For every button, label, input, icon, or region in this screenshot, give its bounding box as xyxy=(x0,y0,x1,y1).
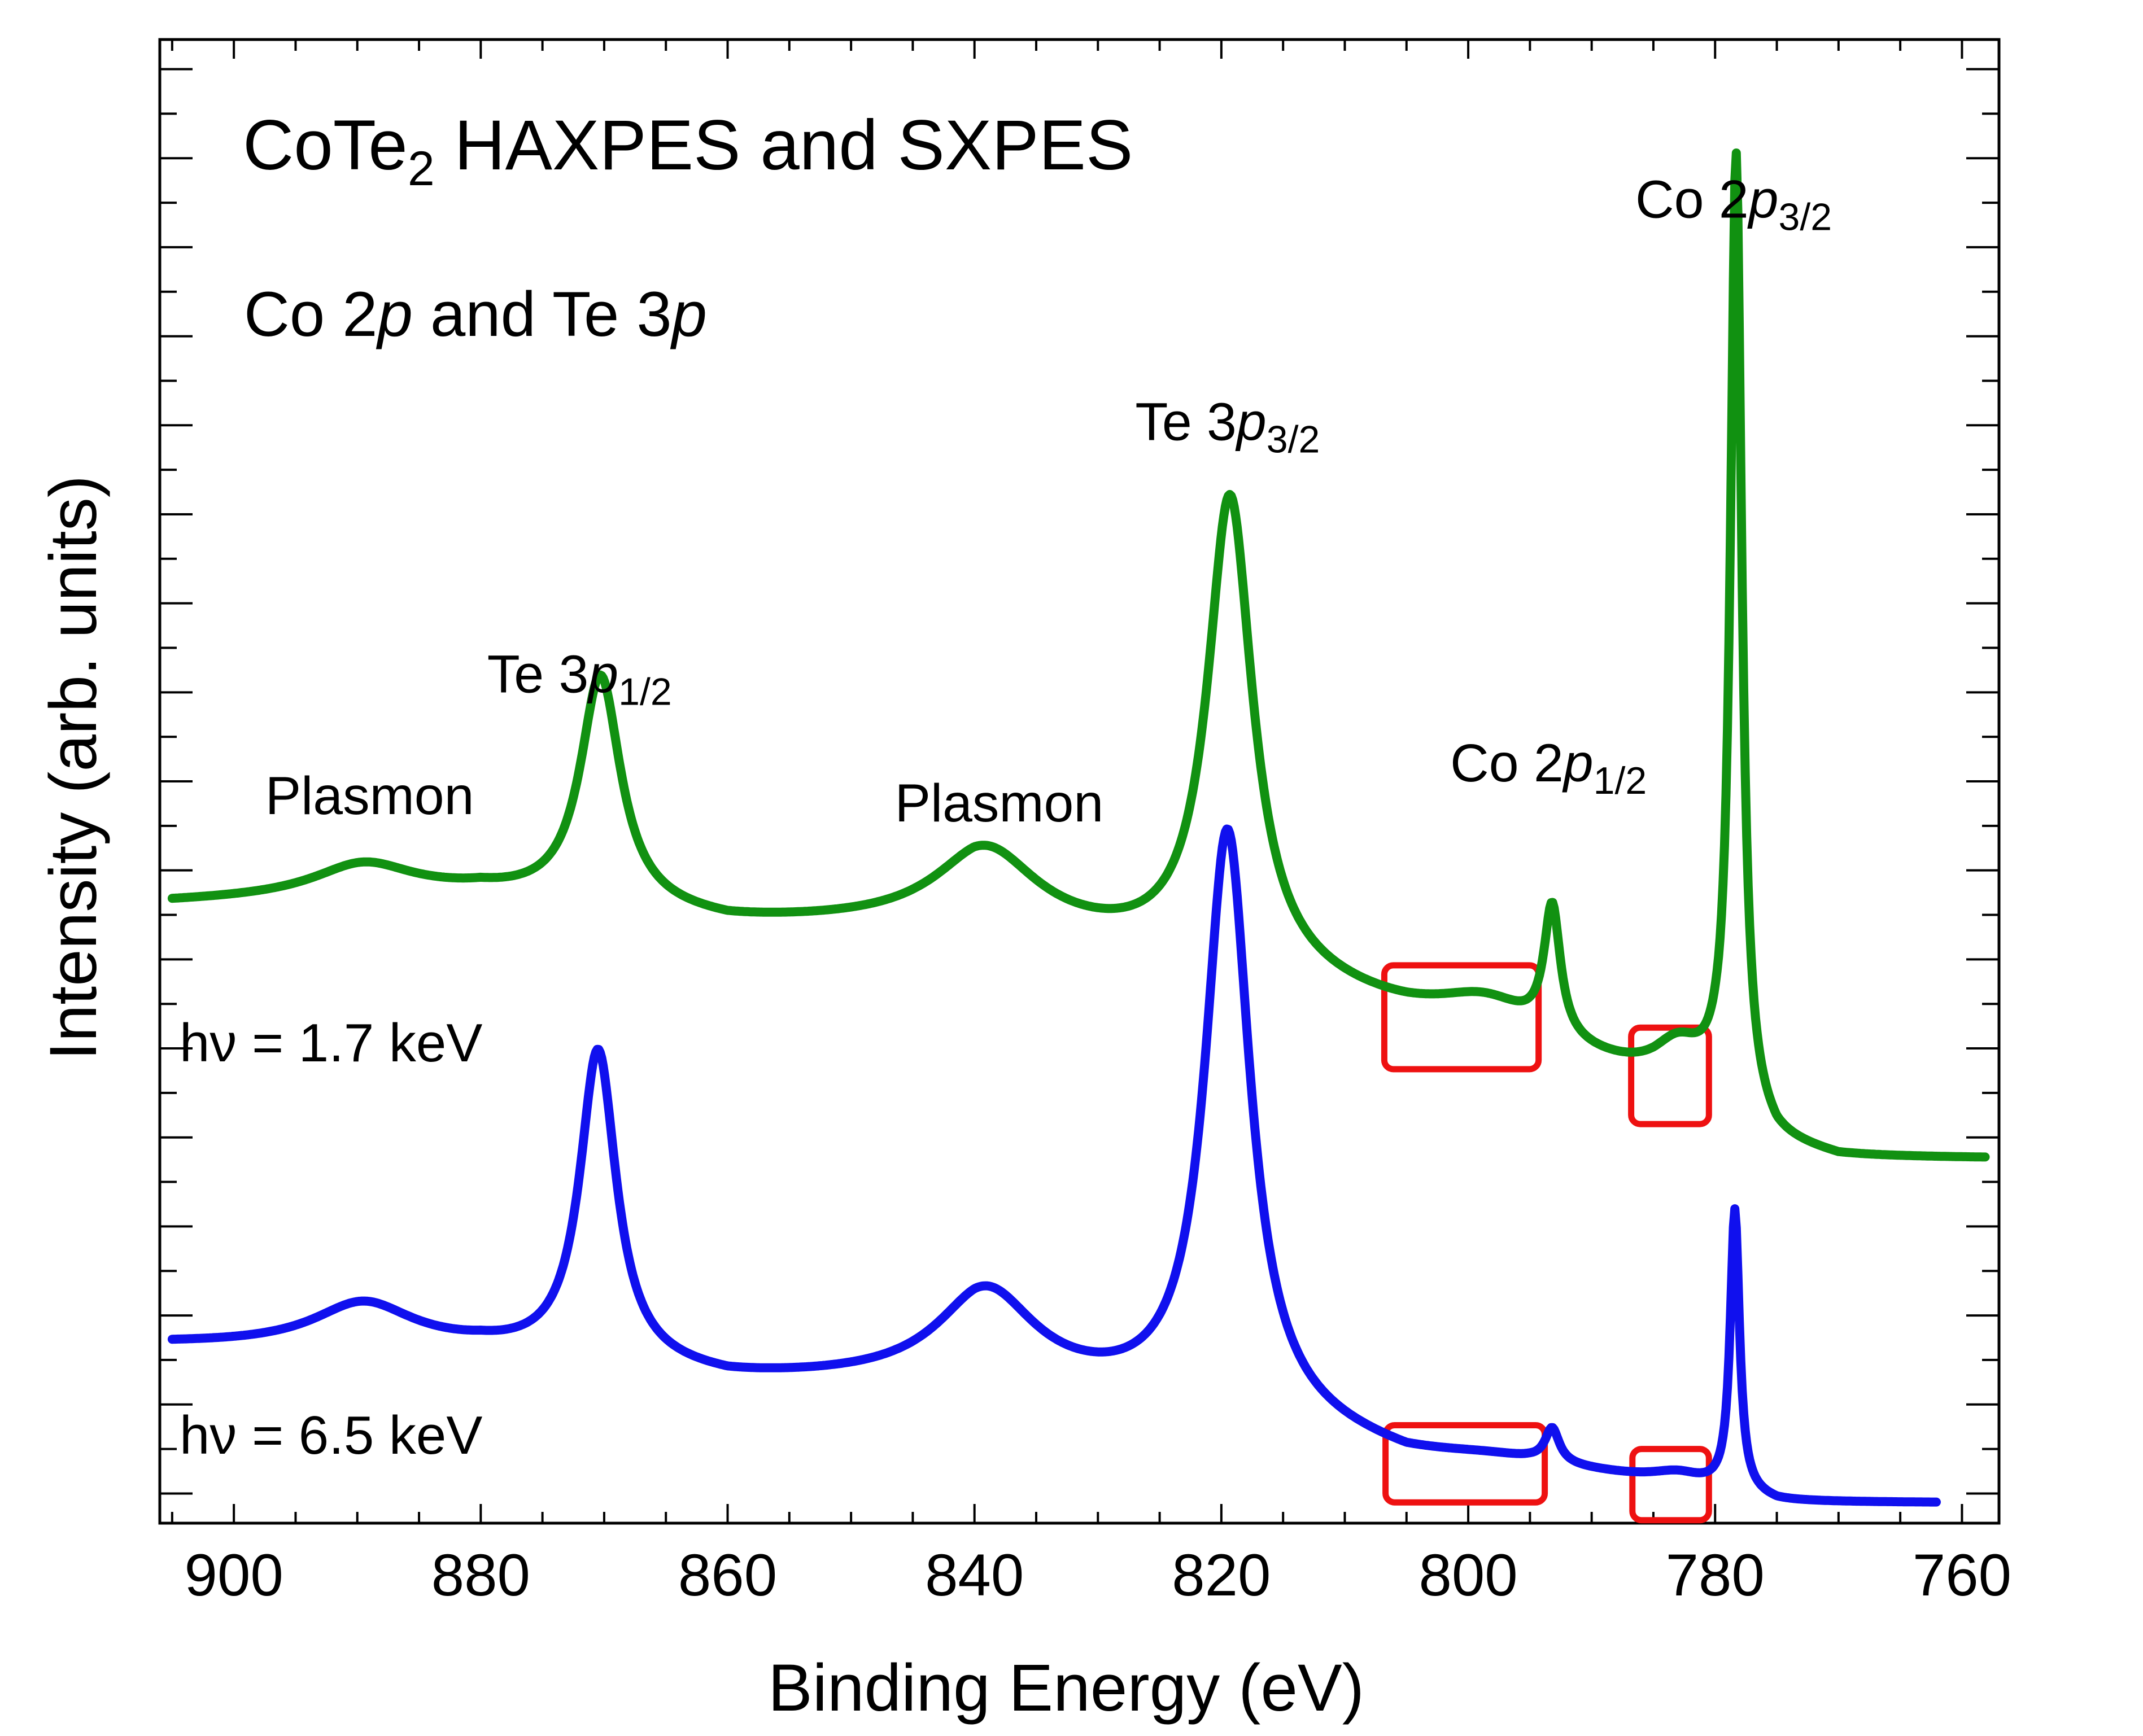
x-tick-label: 780 xyxy=(1666,1542,1765,1608)
peak-label: Plasmon xyxy=(895,773,1104,833)
highlight-boxes xyxy=(1381,962,1712,1524)
x-tick-label: 840 xyxy=(925,1542,1024,1608)
peak-label: Plasmon xyxy=(265,766,474,826)
peak-label: Te 3p1/2 xyxy=(487,644,672,713)
highlight-box xyxy=(1629,1446,1712,1524)
chart-title: CoTe2 HAXPES and SXPES xyxy=(243,106,1133,196)
y-axis-title: Intensity (arb. units) xyxy=(36,475,111,1060)
x-tick-label: 800 xyxy=(1419,1542,1517,1608)
x-tick-label: 900 xyxy=(185,1542,283,1608)
x-tick-label: 880 xyxy=(431,1542,530,1608)
peak-label: Te 3p3/2 xyxy=(1135,392,1320,461)
x-tick-label: 860 xyxy=(678,1542,777,1608)
axis-ticks xyxy=(160,40,1999,1523)
series-line-1 xyxy=(167,148,1990,1162)
x-axis-title: Binding Energy (eV) xyxy=(768,1651,1364,1725)
highlight-box xyxy=(1628,1024,1712,1127)
peak-label: Co 2p3/2 xyxy=(1635,169,1832,238)
peak-label: Co 2p1/2 xyxy=(1450,733,1647,802)
series-layer xyxy=(167,148,1990,1507)
x-tick-label: 820 xyxy=(1172,1542,1271,1608)
series-label-2: hν = 6.5 keV xyxy=(180,1405,482,1466)
chart-subtitle: Co 2p and Te 3p xyxy=(244,279,707,349)
highlight-box xyxy=(1382,1422,1548,1506)
highlight-box xyxy=(1381,962,1542,1073)
series-label-1: hν = 1.7 keV xyxy=(180,1013,482,1073)
series-line-2 xyxy=(167,824,1941,1507)
x-tick-label: 760 xyxy=(1913,1542,2011,1608)
x-tick-labels: 900 880 860 840 820 800 780 760 xyxy=(185,1542,2011,1608)
